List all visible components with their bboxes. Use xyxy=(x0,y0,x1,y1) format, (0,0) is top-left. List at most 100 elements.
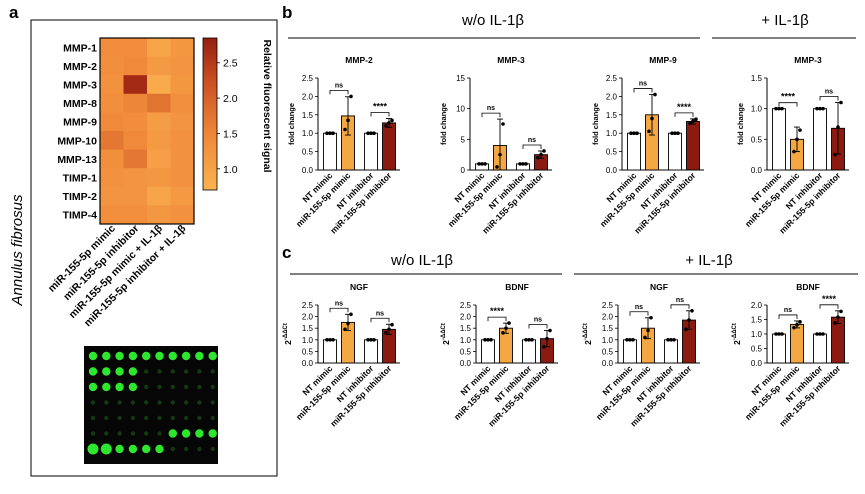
dot-blot-spot xyxy=(104,431,109,436)
panel-c-group-right: + IL-1β xyxy=(685,252,733,269)
dot-blot-spot xyxy=(144,369,149,374)
chart-title: BDNF xyxy=(505,282,529,292)
heatmap: MMP-1 MMP-2 MMP-3 MMP-8 MMP-9 MMP-10 MMP-13 TIM… xyxy=(46,37,195,329)
dot-blot-spot xyxy=(181,429,191,438)
dot-blot-spot xyxy=(104,415,109,421)
y-tick-label: 0.0 xyxy=(751,166,763,175)
data-point xyxy=(836,315,840,319)
dot-blot-spot xyxy=(90,415,96,421)
y-axis-label: fold change xyxy=(736,103,745,145)
heatmap-cell xyxy=(100,93,124,113)
dot-blot-spot xyxy=(197,415,202,421)
data-point xyxy=(483,338,487,342)
heatmap-row-label: MMP-3 xyxy=(63,80,97,92)
heatmap-row-label: MMP-9 xyxy=(63,117,97,129)
data-point xyxy=(501,331,505,335)
bar xyxy=(364,339,378,364)
data-point xyxy=(628,338,632,342)
y-tick-label: 0.5 xyxy=(602,347,614,356)
chart-title: NGF xyxy=(350,282,368,292)
panel-a-frame xyxy=(30,19,278,477)
data-point xyxy=(777,106,781,111)
heatmap-cell xyxy=(123,205,148,225)
colorbar-tick-label: 1.0 xyxy=(223,164,238,176)
data-point xyxy=(343,327,347,332)
dot-blot-spot xyxy=(157,431,162,436)
data-point xyxy=(325,338,329,342)
data-point xyxy=(504,326,508,331)
y-tick-label: 2.5 xyxy=(606,74,618,83)
significance-label: ns xyxy=(335,82,343,89)
heatmap-cell xyxy=(123,186,148,206)
dot-blot-spot xyxy=(115,367,124,376)
heatmap-border xyxy=(99,37,195,225)
y-axis-label: 2-ΔΔCt xyxy=(583,323,593,345)
data-point xyxy=(691,119,695,123)
data-point xyxy=(676,131,680,135)
significance-bracket xyxy=(778,102,798,107)
data-point xyxy=(669,338,673,342)
y-tick-label: 1.0 xyxy=(606,129,618,138)
chart-title: BDNF xyxy=(796,282,820,292)
significance-label: ns xyxy=(639,81,647,88)
significance-bracket xyxy=(670,304,690,309)
data-point xyxy=(527,338,531,342)
chart-title: MMP-2 xyxy=(345,55,373,65)
dot-blot-spot xyxy=(197,384,202,390)
dot-blot-spot xyxy=(183,446,189,452)
significance-label: ns xyxy=(825,89,833,96)
data-point xyxy=(346,321,350,326)
heatmap-cell xyxy=(170,168,195,188)
bar xyxy=(323,339,337,364)
dot-blot-spot xyxy=(208,351,217,361)
colorbar: 1.0 1.5 2.0 2.5 Relative fluorescent signal xyxy=(202,37,273,191)
y-tick-label: 2.0 xyxy=(302,92,314,101)
data-point xyxy=(798,320,802,324)
data-point xyxy=(518,162,522,166)
dot-blot-spot xyxy=(128,351,138,361)
panel-b-group-right: + IL-1β xyxy=(761,12,809,29)
dot-blot-spot xyxy=(170,415,175,421)
dot-blot-spot xyxy=(144,400,149,405)
bar xyxy=(686,120,700,171)
data-point xyxy=(690,309,694,313)
dot-blot-spot xyxy=(181,351,191,361)
data-point xyxy=(839,100,843,105)
significance-label: ns xyxy=(676,297,684,304)
dot-blot-spot xyxy=(128,367,138,376)
dot-blot-spot xyxy=(102,367,111,376)
data-point xyxy=(643,335,647,340)
heatmap-cell xyxy=(100,112,124,132)
heatmap-cell xyxy=(100,56,124,76)
y-tick-label: 1.0 xyxy=(602,336,614,345)
data-point xyxy=(343,127,347,132)
dot-blot-spot xyxy=(115,351,124,361)
y-tick-label: 2.5 xyxy=(602,301,614,310)
y-tick-label: 5 xyxy=(461,135,466,144)
heatmap-cell xyxy=(123,38,148,58)
y-tick-label: 2.5 xyxy=(460,301,472,310)
y-axis-label: fold change xyxy=(439,103,448,145)
dot-blot-spot xyxy=(168,351,177,361)
significance-bracket xyxy=(329,90,349,95)
heatmap-cell xyxy=(123,93,148,113)
data-point xyxy=(366,338,370,342)
data-point xyxy=(501,122,505,126)
data-point xyxy=(328,131,332,135)
heatmap-row-label: TIMP-1 xyxy=(63,173,98,185)
data-point xyxy=(372,131,376,135)
data-point xyxy=(480,162,484,166)
dot-blot-spot xyxy=(115,382,124,392)
heatmap-row-label: MMP-10 xyxy=(57,135,97,147)
significance-label: **** xyxy=(822,294,837,304)
dot-blot-spots xyxy=(87,351,217,455)
significance-bracket xyxy=(633,88,653,93)
y-tick-label: 2.5 xyxy=(302,301,314,310)
heatmap-row-label: MMP-1 xyxy=(63,42,97,54)
dot-blot-spot xyxy=(130,431,136,436)
y-tick-label: 1.0 xyxy=(460,336,472,345)
